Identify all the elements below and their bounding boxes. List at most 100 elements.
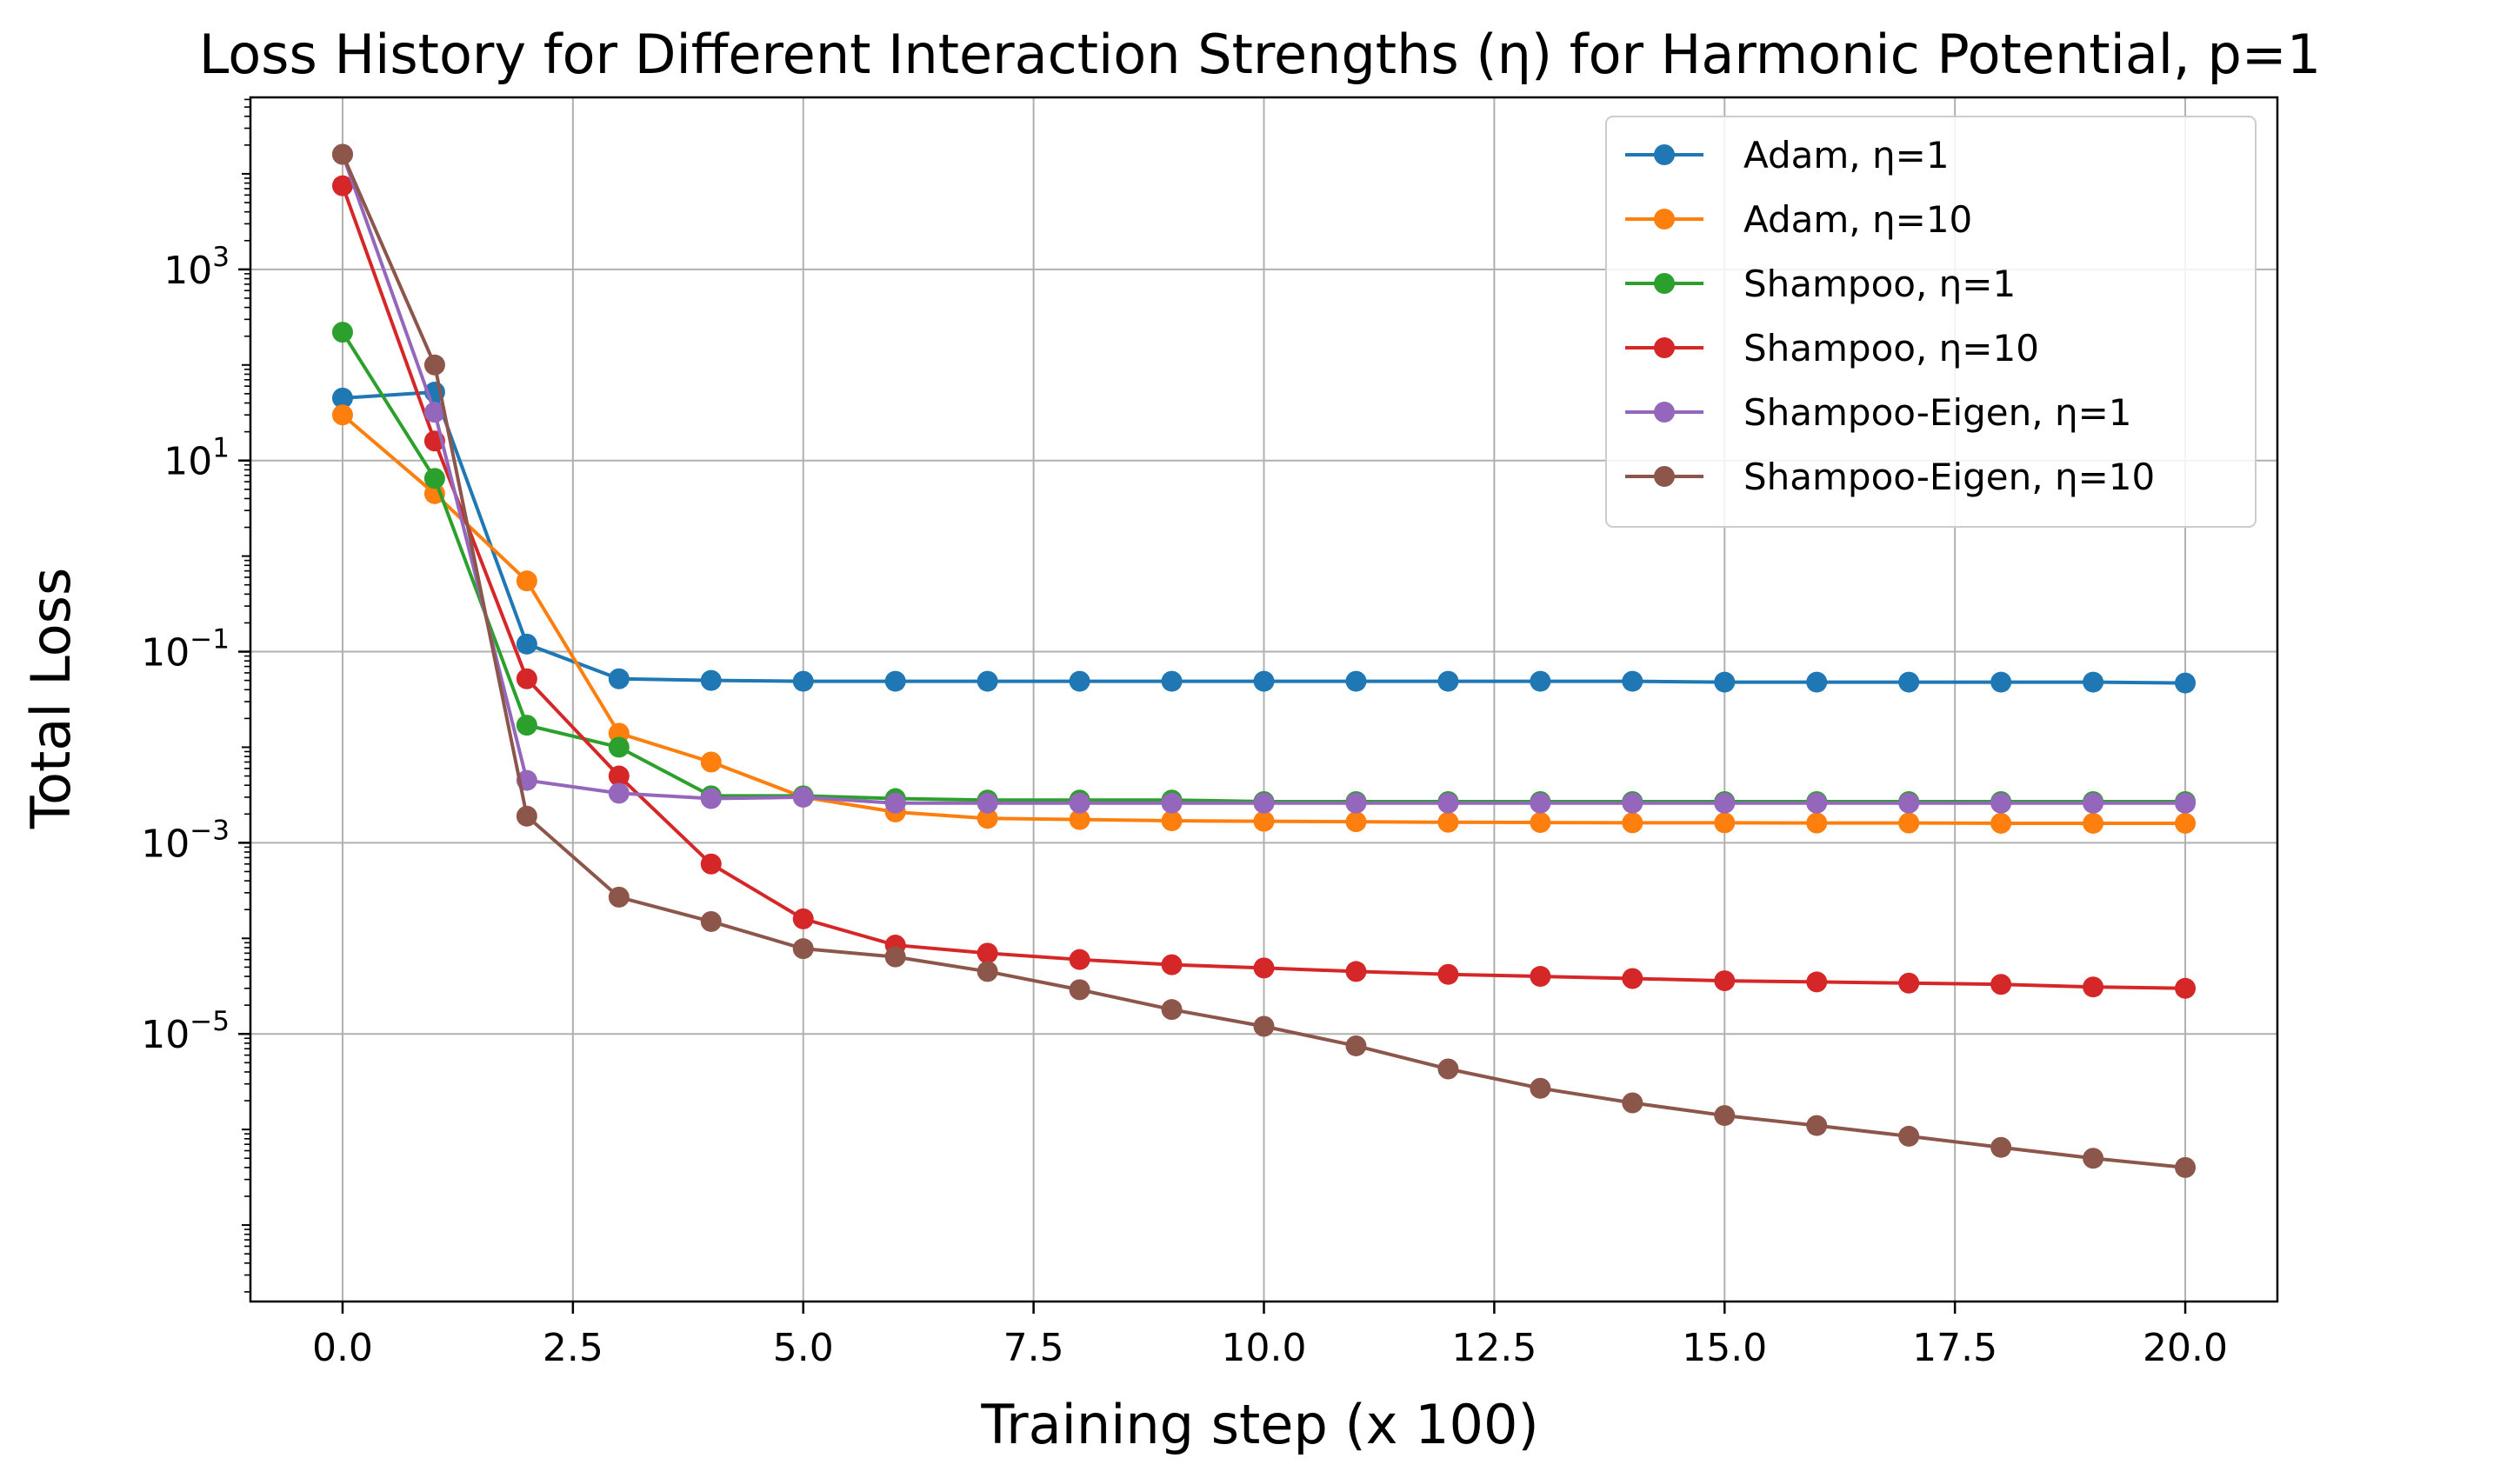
data-point bbox=[2083, 976, 2104, 998]
data-point bbox=[1530, 812, 1551, 834]
data-point bbox=[884, 792, 906, 814]
data-point bbox=[884, 946, 906, 968]
data-point bbox=[516, 633, 537, 655]
legend-label: Shampoo-Eigen, η=10 bbox=[1743, 456, 2155, 498]
data-point bbox=[1253, 810, 1275, 832]
x-tick-label: 5.0 bbox=[773, 1326, 834, 1370]
data-point bbox=[1437, 670, 1459, 692]
data-point bbox=[1253, 670, 1275, 692]
data-point bbox=[423, 402, 445, 423]
legend-swatch-marker bbox=[1654, 402, 1675, 423]
data-point bbox=[1161, 999, 1183, 1021]
data-point bbox=[1069, 792, 1090, 814]
data-point bbox=[2175, 977, 2197, 999]
data-point bbox=[1714, 812, 1736, 834]
data-point bbox=[1990, 974, 2012, 995]
chart-title: Loss History for Different Interaction S… bbox=[199, 23, 2321, 86]
x-tick-label: 7.5 bbox=[1003, 1326, 1064, 1370]
data-point bbox=[516, 805, 537, 827]
data-point bbox=[1253, 957, 1275, 979]
data-point bbox=[1530, 966, 1551, 988]
data-point bbox=[1161, 810, 1183, 832]
legend-swatch-marker bbox=[1654, 209, 1675, 230]
data-point bbox=[1806, 671, 1828, 693]
legend-swatch-marker bbox=[1654, 466, 1675, 487]
legend-label: Adam, η=1 bbox=[1743, 134, 1950, 176]
data-point bbox=[2083, 792, 2104, 814]
series-1 bbox=[331, 381, 2197, 694]
data-point bbox=[608, 668, 630, 689]
data-point bbox=[423, 354, 445, 376]
data-point bbox=[1069, 809, 1090, 830]
data-point bbox=[1622, 670, 1643, 692]
data-point bbox=[1898, 972, 1920, 994]
data-point bbox=[2175, 1156, 2197, 1178]
data-point bbox=[331, 143, 353, 165]
data-point bbox=[792, 670, 814, 692]
x-tick-label: 17.5 bbox=[1912, 1326, 1997, 1370]
data-point bbox=[608, 765, 630, 787]
data-point bbox=[1806, 971, 1828, 993]
series-4 bbox=[331, 175, 2197, 999]
data-point bbox=[700, 788, 722, 809]
data-point bbox=[608, 782, 630, 804]
legend-swatch-marker bbox=[1654, 144, 1675, 165]
data-point bbox=[700, 853, 722, 875]
data-point bbox=[700, 751, 722, 773]
data-point bbox=[977, 961, 998, 982]
y-tick-label: 103 bbox=[163, 242, 230, 293]
data-point bbox=[1714, 792, 1736, 814]
data-point bbox=[1530, 1077, 1551, 1099]
data-point bbox=[1990, 812, 2012, 834]
data-point bbox=[1806, 1115, 1828, 1136]
data-point bbox=[1990, 1136, 2012, 1158]
legend-box bbox=[1605, 116, 2257, 528]
y-tick-label: 10−3 bbox=[141, 815, 230, 866]
y-axis-ticks: 103 101 10−1 10−3 10−5 bbox=[141, 98, 250, 1293]
data-point bbox=[1806, 792, 1828, 814]
data-point bbox=[1530, 792, 1551, 814]
legend-item: Shampoo-Eigen, η=1 bbox=[1625, 391, 2131, 434]
x-axis-label: Training step (x 100) bbox=[980, 1393, 1538, 1456]
y-tick-label: 10−5 bbox=[141, 1006, 230, 1057]
data-point bbox=[1898, 671, 1920, 693]
data-point bbox=[1253, 792, 1275, 814]
data-point bbox=[977, 670, 998, 692]
data-point bbox=[608, 886, 630, 908]
data-point bbox=[1253, 1015, 1275, 1037]
x-tick-label: 2.5 bbox=[543, 1326, 603, 1370]
data-point bbox=[1437, 792, 1459, 814]
legend-item: Shampoo, η=10 bbox=[1625, 327, 2039, 370]
data-point bbox=[1345, 670, 1367, 692]
data-point bbox=[1437, 811, 1459, 833]
data-point bbox=[1345, 811, 1367, 833]
data-point bbox=[423, 468, 445, 489]
data-point bbox=[700, 669, 722, 691]
data-point bbox=[792, 908, 814, 929]
data-point bbox=[792, 786, 814, 808]
x-axis-ticks: 0.0 2.5 5.0 7.5 10.0 12.5 15.0 17.5 20.0 bbox=[312, 1302, 2228, 1370]
y-tick-label: 101 bbox=[163, 433, 230, 484]
data-point bbox=[792, 938, 814, 960]
data-point bbox=[977, 942, 998, 964]
series-6 bbox=[331, 143, 2197, 1178]
legend-swatch-marker bbox=[1654, 337, 1675, 358]
data-point bbox=[2175, 672, 2197, 694]
data-point bbox=[1990, 671, 2012, 693]
data-point bbox=[608, 736, 630, 758]
x-tick-label: 20.0 bbox=[2143, 1326, 2228, 1370]
data-point bbox=[700, 910, 722, 932]
y-tick-label: 10−1 bbox=[141, 624, 230, 676]
data-point bbox=[1898, 792, 1920, 814]
data-point bbox=[1345, 1035, 1367, 1056]
data-point bbox=[1345, 961, 1367, 982]
y-axis-label: Total Loss bbox=[19, 568, 83, 830]
data-point bbox=[1714, 970, 1736, 992]
data-point bbox=[977, 808, 998, 829]
legend-item: Shampoo, η=1 bbox=[1625, 263, 2016, 305]
data-point bbox=[331, 175, 353, 196]
data-point bbox=[516, 715, 537, 736]
data-point bbox=[1161, 670, 1183, 692]
data-point bbox=[1437, 963, 1459, 985]
